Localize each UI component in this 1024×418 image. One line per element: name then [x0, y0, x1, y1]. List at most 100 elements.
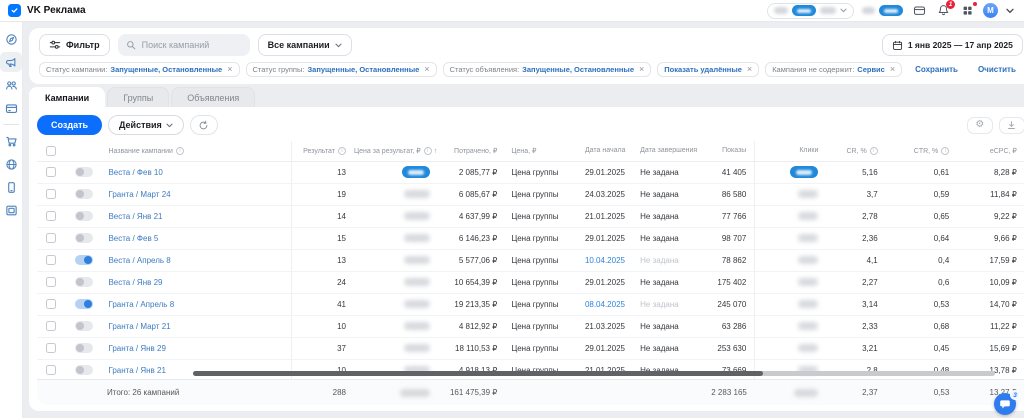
row-checkbox[interactable] — [46, 365, 57, 375]
campaign-toggle[interactable] — [75, 343, 94, 353]
campaign-toggle[interactable] — [75, 233, 94, 243]
info-icon[interactable]: i — [941, 146, 950, 155]
horizontal-scrollbar-thumb[interactable] — [193, 371, 763, 376]
row-checkbox[interactable] — [46, 233, 57, 243]
toolbar: Создать Действия ⚙ — [37, 113, 1024, 137]
campaign-toggle[interactable] — [75, 321, 94, 331]
date-start-cell: 29.01.2025 — [578, 271, 635, 294]
campaign-name-link[interactable]: Веста / Фев 5 — [108, 233, 159, 243]
row-checkbox[interactable] — [46, 189, 57, 199]
campaign-toggle[interactable] — [75, 299, 94, 309]
blurred-value — [403, 300, 430, 309]
campaign-toggle[interactable] — [75, 189, 94, 199]
select-all-checkbox[interactable] — [46, 145, 57, 156]
refresh-button[interactable] — [189, 115, 218, 135]
row-checkbox[interactable] — [46, 255, 57, 265]
row-checkbox[interactable] — [46, 277, 57, 287]
info-icon[interactable]: i — [337, 146, 346, 155]
clicks-cell — [754, 315, 827, 338]
campaign-name-link[interactable]: Гранта / Март 21 — [108, 321, 171, 331]
chip-value: Показать удалённые — [664, 65, 742, 74]
tab-groups[interactable]: Группы — [107, 87, 170, 107]
result-cell: 37 — [291, 337, 354, 360]
compass-dashboard-icon[interactable] — [0, 29, 22, 49]
date-end-cell: Не задана — [634, 205, 704, 228]
remove-chip-icon[interactable]: × — [639, 64, 645, 74]
chat-unread-badge: 3 — [1010, 390, 1020, 400]
campaign-name-link[interactable]: Веста / Апрель 8 — [108, 255, 171, 265]
spent-cell: 4 637,99 ₽ — [437, 205, 506, 228]
column-label: Клики — [799, 147, 819, 155]
filter-chip: Показать удалённые × — [657, 62, 760, 77]
user-avatar[interactable]: M — [983, 3, 998, 18]
globe-sites-icon[interactable] — [0, 154, 22, 174]
row-checkbox[interactable] — [46, 167, 57, 177]
campaign-name-link[interactable]: Гранта / Апрель 8 — [108, 299, 175, 309]
card-budget-icon[interactable] — [0, 98, 22, 118]
campaign-scope-select[interactable]: Все кампании — [257, 34, 352, 56]
campaign-name-link[interactable]: Веста / Янв 21 — [108, 211, 163, 221]
support-chat-button[interactable]: 3 — [994, 390, 1020, 415]
refresh-icon — [200, 120, 208, 129]
save-filters-button[interactable]: Сохранить — [908, 65, 965, 74]
filter-chip: Статус кампании: Запущенные, Остановленн… — [39, 62, 240, 77]
profile-chevron-icon[interactable] — [1006, 8, 1014, 14]
row-checkbox[interactable] — [46, 211, 57, 221]
campaign-name-link[interactable]: Гранта / Март 24 — [108, 189, 171, 199]
campaign-toggle[interactable] — [75, 211, 94, 221]
campaign-name-link[interactable]: Гранта / Янв 21 — [108, 365, 166, 375]
blurred-value — [794, 388, 819, 397]
horizontal-scrollbar[interactable] — [193, 371, 995, 376]
row-checkbox[interactable] — [46, 321, 57, 331]
cr-cell: 2,78 — [826, 205, 886, 228]
blurred-value — [798, 366, 819, 375]
info-icon[interactable]: i — [175, 146, 184, 155]
campaign-toggle[interactable] — [75, 365, 94, 375]
nda-value-badge — [401, 166, 430, 178]
ecpc-cell: 9,66 ₽ — [957, 227, 1024, 250]
column-label: Потрачено, ₽ — [454, 147, 498, 155]
info-icon[interactable]: i — [423, 146, 432, 155]
row-checkbox[interactable] — [46, 343, 57, 353]
remove-chip-icon[interactable]: × — [227, 64, 233, 74]
apps-grid-icon[interactable] — [959, 1, 977, 19]
spent-cell: 4 918,13 ₽ — [437, 359, 506, 379]
actions-button[interactable]: Действия — [108, 115, 184, 135]
table-row: Гранта / Янв 21 10 4 918,13 ₽ Цена группы 21… — [37, 359, 1024, 379]
campaign-toggle[interactable] — [75, 255, 94, 265]
date-range-picker[interactable]: 1 янв 2025 — 17 апр 2025 — [881, 34, 1023, 56]
vk-ads-logo[interactable] — [8, 4, 21, 17]
info-icon[interactable]: i — [869, 146, 878, 155]
actions-button-label: Действия — [119, 120, 162, 130]
campaign-toggle[interactable] — [75, 277, 94, 287]
date-start-cell: 24.03.2025 — [578, 183, 635, 206]
campaign-toggle[interactable] — [75, 167, 94, 177]
cart-marketplace-icon[interactable] — [0, 131, 22, 151]
create-button[interactable]: Создать — [37, 115, 103, 135]
remove-chip-icon[interactable]: × — [746, 64, 753, 74]
price-per-result-cell — [353, 183, 438, 206]
tab-campaigns[interactable]: Кампании — [29, 87, 106, 107]
users-audience-icon[interactable] — [0, 75, 22, 95]
account-selector[interactable] — [767, 2, 854, 19]
table-settings-button[interactable]: ⚙ — [966, 116, 993, 134]
filter-button[interactable]: Фильтр — [39, 34, 110, 56]
export-button[interactable] — [998, 116, 1024, 134]
spent-cell: 2 085,77 ₽ — [437, 161, 506, 184]
chip-label: Статус объявления: — [449, 65, 520, 74]
remove-chip-icon[interactable]: × — [424, 64, 430, 74]
clicks-cell — [754, 249, 827, 272]
campaign-name-link[interactable]: Гранта / Янв 29 — [108, 343, 166, 353]
wallet-icon[interactable] — [911, 3, 927, 19]
campaign-name-link[interactable]: Веста / Фев 10 — [108, 167, 163, 177]
remove-chip-icon[interactable]: × — [889, 64, 896, 74]
search-input[interactable]: Поиск кампаний — [117, 34, 250, 56]
phone-mobile-icon[interactable] — [0, 177, 22, 197]
clear-filters-button[interactable]: Очистить — [971, 65, 1023, 74]
campaign-name-link[interactable]: Веста / Янв 29 — [108, 277, 163, 287]
megaphone-campaigns-icon[interactable] — [0, 52, 22, 72]
tab-ads[interactable]: Объявления — [171, 87, 256, 107]
notifications-bell-icon[interactable]: 1 — [935, 0, 955, 19]
row-checkbox[interactable] — [46, 299, 57, 309]
frame-media-icon[interactable] — [0, 200, 22, 220]
